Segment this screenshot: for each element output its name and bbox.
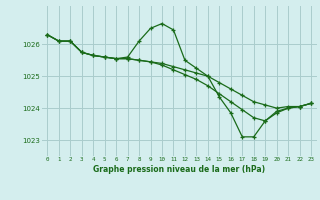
X-axis label: Graphe pression niveau de la mer (hPa): Graphe pression niveau de la mer (hPa) <box>93 165 265 174</box>
